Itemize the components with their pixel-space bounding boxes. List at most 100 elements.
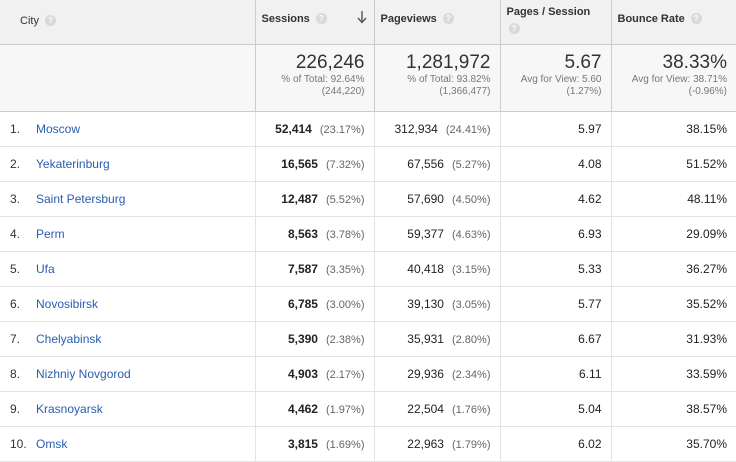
sessions-value: 12,487 [281, 192, 318, 206]
sessions-cell: 4,462(1.97%) [255, 392, 374, 427]
city-link[interactable]: Yekaterinburg [36, 157, 110, 171]
pageviews-cell: 35,931 (2.80%) [374, 322, 500, 357]
sessions-percent: (1.97%) [326, 404, 365, 416]
table-row: 10.Omsk 3,815(1.69%) 22,963(1.79%) 6.02 … [0, 427, 736, 462]
pageviews-percent: (2.80%) [452, 334, 491, 346]
totals-sessions-percent: % of Total: 92.64% [256, 74, 374, 86]
totals-pps-value: 5.67 [501, 45, 611, 74]
column-header-label: Sessions [262, 13, 310, 25]
pageviews-percent: (1.79%) [452, 439, 491, 451]
city-cell: 4.Perm [0, 217, 255, 252]
pageviews-percent: (4.63%) [452, 229, 491, 241]
pages-per-session-cell: 5.33 [500, 252, 611, 287]
column-header-label: Bounce Rate [618, 13, 685, 25]
sessions-value: 16,565 [281, 157, 318, 171]
pageviews-cell: 67,556(5.27%) [374, 147, 500, 182]
city-cell: 10.Omsk [0, 427, 255, 462]
city-link[interactable]: Krasnoyarsk [36, 402, 103, 416]
city-link[interactable]: Saint Petersburg [36, 192, 125, 206]
pages-per-session-cell: 6.11 [500, 357, 611, 392]
pages-per-session-cell: 5.97 [500, 112, 611, 147]
sessions-percent: (2.38%) [326, 334, 365, 346]
table-row: 7.Chelyabinsk 5,390(2.38%) 35,931 (2.80%)… [0, 322, 736, 357]
bounce-rate-cell: 38.15% [611, 112, 736, 147]
help-icon[interactable]: ? [45, 15, 56, 26]
sort-descending-arrow-icon[interactable] [357, 10, 367, 24]
help-icon[interactable]: ? [443, 13, 454, 24]
column-header-pageviews[interactable]: Pageviews? [374, 0, 500, 45]
column-header-bounce-rate[interactable]: Bounce Rate? [611, 0, 736, 45]
totals-pageviews-value: 1,281,972 [375, 45, 500, 74]
bounce-rate-cell: 35.70% [611, 427, 736, 462]
table-row: 6.Novosibirsk 6,785(3.00%) 39,130(3.05%)… [0, 287, 736, 322]
pageviews-cell: 59,377(4.63%) [374, 217, 500, 252]
totals-pages-per-session: 5.67 Avg for View: 5.60 (1.27%) [500, 45, 611, 112]
sessions-cell: 6,785(3.00%) [255, 287, 374, 322]
sessions-cell: 5,390(2.38%) [255, 322, 374, 357]
pages-per-session-cell: 4.62 [500, 182, 611, 217]
totals-sessions-total: (244,220) [256, 86, 374, 98]
table-row: 1.Moscow 52,414(23.17%) 312,934(24.41%) … [0, 112, 736, 147]
city-cell: 1.Moscow [0, 112, 255, 147]
city-link[interactable]: Perm [36, 227, 65, 241]
pageviews-cell: 29,936 (2.34%) [374, 357, 500, 392]
pageviews-value: 29,936 [407, 367, 444, 381]
sessions-value: 3,815 [288, 437, 318, 451]
help-icon[interactable]: ? [316, 13, 327, 24]
table-row: 9.Krasnoyarsk 4,462(1.97%) 22,504(1.76%)… [0, 392, 736, 427]
column-header-label: City [20, 15, 39, 27]
totals-pageviews-total: (1,366,477) [375, 86, 500, 98]
city-link[interactable]: Omsk [36, 437, 67, 451]
totals-pps-delta: (1.27%) [501, 86, 611, 98]
column-header-pages-per-session[interactable]: Pages / Session ? [500, 0, 611, 45]
row-rank: 3. [10, 192, 36, 206]
city-cell: 5.Ufa [0, 252, 255, 287]
pageviews-value: 22,504 [407, 402, 444, 416]
pageviews-cell: 39,130(3.05%) [374, 287, 500, 322]
sessions-percent: (23.17%) [320, 124, 365, 136]
table-row: 8.Nizhniy Novgorod 4,903(2.17%) 29,936 (2… [0, 357, 736, 392]
bounce-rate-cell: 29.09% [611, 217, 736, 252]
pageviews-cell: 312,934(24.41%) [374, 112, 500, 147]
row-rank: 10. [10, 437, 36, 451]
pageviews-value: 67,556 [407, 157, 444, 171]
row-rank: 1. [10, 122, 36, 136]
table-row: 3.Saint Petersburg 12,487 (5.52%) 57,690(… [0, 182, 736, 217]
sessions-percent: (3.00%) [326, 299, 365, 311]
pageviews-value: 39,130 [407, 297, 444, 311]
city-link[interactable]: Ufa [36, 262, 55, 276]
header-row: City? Sessions? Pageviews? [0, 0, 736, 45]
row-rank: 8. [10, 367, 36, 381]
column-header-city[interactable]: City? [0, 0, 255, 45]
totals-city-cell [0, 45, 255, 112]
city-cell: 8.Nizhniy Novgorod [0, 357, 255, 392]
pageviews-percent: (2.34%) [452, 369, 491, 381]
help-icon[interactable]: ? [509, 23, 520, 34]
column-header-sessions[interactable]: Sessions? [255, 0, 374, 45]
sessions-percent: (3.35%) [326, 264, 365, 276]
totals-sessions: 226,246 % of Total: 92.64% (244,220) [255, 45, 374, 112]
sessions-cell: 4,903(2.17%) [255, 357, 374, 392]
sessions-cell: 3,815(1.69%) [255, 427, 374, 462]
sessions-percent: (5.52%) [326, 194, 365, 206]
bounce-rate-cell: 35.52% [611, 287, 736, 322]
sessions-percent: (7.32%) [326, 159, 365, 171]
help-icon[interactable]: ? [691, 13, 702, 24]
row-rank: 5. [10, 262, 36, 276]
city-link[interactable]: Novosibirsk [36, 297, 98, 311]
city-cell: 2.Yekaterinburg [0, 147, 255, 182]
sessions-cell: 52,414(23.17%) [255, 112, 374, 147]
table-row: 5.Ufa 7,587(3.35%) 40,418(3.15%) 5.33 36… [0, 252, 736, 287]
totals-sessions-value: 226,246 [256, 45, 374, 74]
city-link[interactable]: Chelyabinsk [36, 332, 101, 346]
totals-pageviews-percent: % of Total: 93.82% [375, 74, 500, 86]
pageviews-cell: 57,690(4.50%) [374, 182, 500, 217]
pageviews-value: 35,931 [407, 332, 444, 346]
pageviews-value: 22,963 [407, 437, 444, 451]
pages-per-session-cell: 6.93 [500, 217, 611, 252]
pages-per-session-cell: 4.08 [500, 147, 611, 182]
city-cell: 7.Chelyabinsk [0, 322, 255, 357]
city-link[interactable]: Nizhniy Novgorod [36, 367, 131, 381]
totals-pageviews: 1,281,972 % of Total: 93.82% (1,366,477) [374, 45, 500, 112]
city-link[interactable]: Moscow [36, 122, 80, 136]
